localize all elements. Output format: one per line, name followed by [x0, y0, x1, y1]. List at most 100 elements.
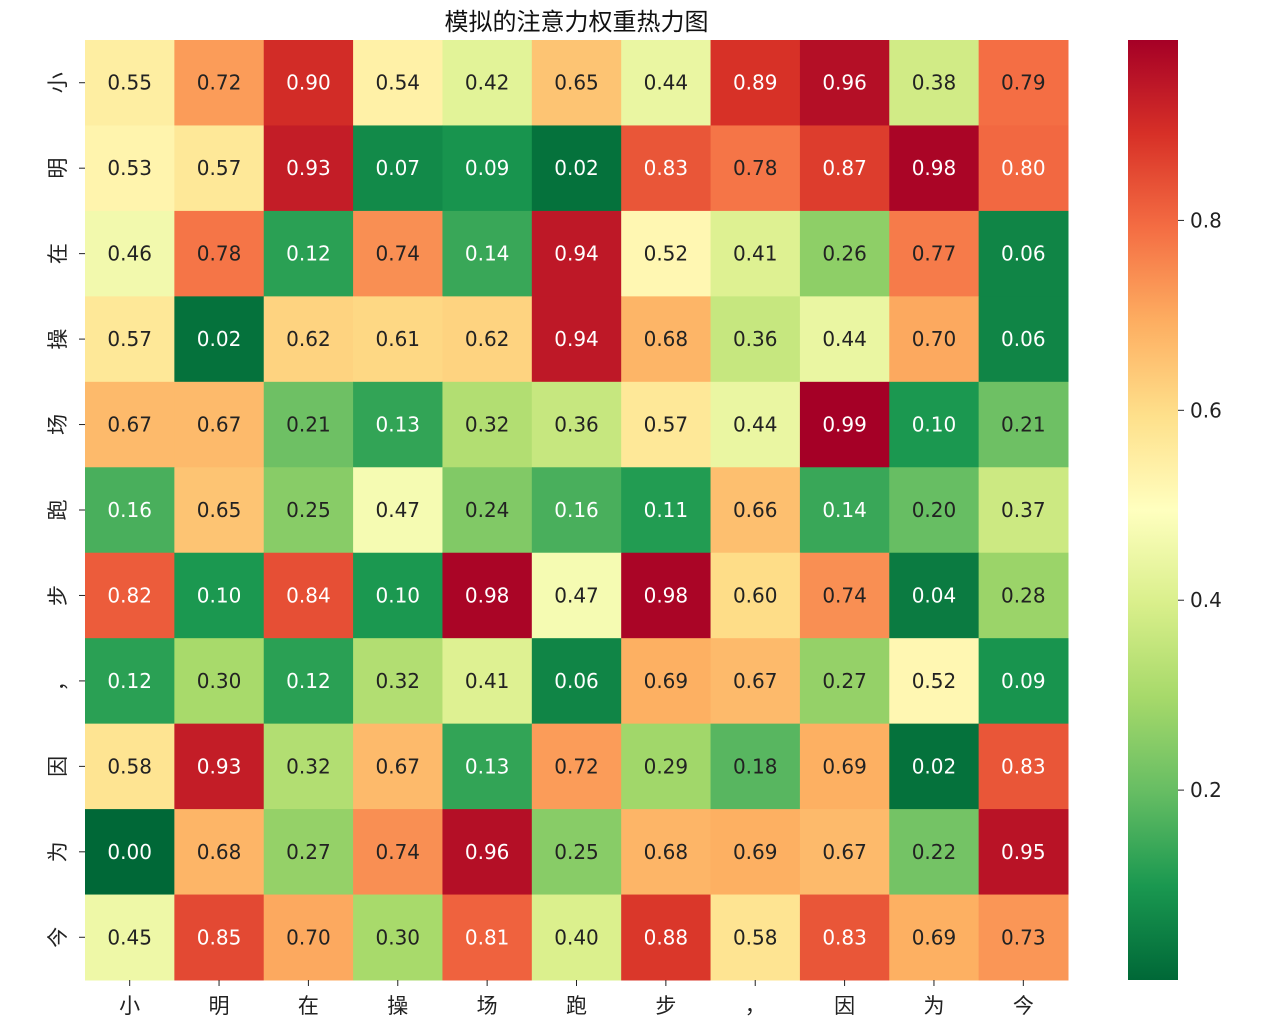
- cell-value-label: 0.09: [1001, 669, 1046, 693]
- cell-value-label: 0.93: [197, 754, 242, 778]
- cell-value-label: 0.16: [107, 498, 152, 522]
- heatmap-cell: [263, 40, 354, 126]
- heatmap-cell: [85, 552, 175, 639]
- heatmap-cell: [174, 809, 265, 896]
- cell-value-label: 0.09: [465, 156, 510, 180]
- chart-title: 模拟的注意力权重热力图: [444, 8, 709, 36]
- heatmap-cell: [710, 125, 801, 212]
- cell-value-label: 0.06: [1001, 327, 1046, 351]
- heatmap-cell: [531, 894, 622, 981]
- x-tick-label: 为: [923, 994, 944, 1018]
- heatmap-cell: [531, 296, 622, 383]
- cell-value-label: 0.82: [107, 583, 152, 607]
- cell-value-label: 0.46: [107, 242, 152, 266]
- heatmap-cell: [353, 809, 443, 896]
- cell-value-label: 0.10: [912, 413, 957, 437]
- x-tick-label: 步: [655, 994, 676, 1018]
- cell-value-label: 0.94: [554, 327, 599, 351]
- cell-value-label: 0.16: [554, 498, 599, 522]
- heatmap-cell: [442, 638, 533, 725]
- cell-value-label: 0.87: [822, 156, 867, 180]
- cell-value-label: 0.67: [733, 669, 778, 693]
- cell-value-label: 0.22: [912, 840, 957, 864]
- heatmap-cell: [978, 723, 1069, 810]
- cell-value-label: 0.80: [1001, 156, 1046, 180]
- heatmap-cell: [174, 894, 265, 981]
- cell-value-label: 0.57: [644, 413, 689, 437]
- heatmap-cell: [442, 40, 533, 126]
- heatmap-cell: [263, 210, 354, 297]
- heatmap-cell: [263, 809, 354, 896]
- cell-value-label: 0.95: [1001, 840, 1046, 864]
- heatmap-cell: [174, 296, 265, 383]
- heatmap-cell: [174, 210, 265, 297]
- heatmap-cell: [531, 638, 622, 725]
- heatmap-cell: [442, 894, 533, 981]
- heatmap-cell: [85, 210, 175, 297]
- heatmap-cell: [85, 296, 175, 383]
- heatmap-cell: [889, 125, 980, 212]
- heatmap-cell: [85, 381, 175, 468]
- cell-value-label: 0.68: [197, 840, 242, 864]
- cell-value-label: 0.21: [1001, 413, 1046, 437]
- cell-value-label: 0.29: [644, 754, 689, 778]
- heatmap-cell: [889, 638, 980, 725]
- cell-value-label: 0.44: [733, 413, 778, 437]
- heatmap-cell: [263, 296, 354, 383]
- heatmap-cell: [799, 467, 890, 554]
- cell-value-label: 0.72: [197, 71, 242, 95]
- heatmap-cell: [263, 552, 354, 639]
- heatmap-cell: [889, 809, 980, 896]
- x-tick-label: 今: [1013, 994, 1034, 1018]
- heatmap-cell: [799, 638, 890, 725]
- cell-value-label: 0.28: [1001, 583, 1046, 607]
- cell-value-label: 0.98: [912, 156, 957, 180]
- heatmap-cell: [442, 723, 533, 810]
- heatmap-cell: [85, 40, 175, 126]
- y-tick-label: 小: [46, 72, 70, 93]
- cell-value-label: 0.57: [197, 156, 242, 180]
- cell-value-label: 0.98: [465, 583, 510, 607]
- cell-value-label: 0.36: [733, 327, 778, 351]
- heatmap-cell: [353, 296, 443, 383]
- heatmap-cell: [710, 723, 801, 810]
- heatmap-cell: [174, 381, 265, 468]
- heatmap-cell: [263, 467, 354, 554]
- cell-value-label: 0.79: [1001, 71, 1046, 95]
- heatmap-cell: [85, 809, 175, 896]
- cell-value-label: 0.11: [644, 498, 689, 522]
- cell-value-label: 0.58: [733, 925, 778, 949]
- heatmap-cell: [353, 552, 443, 639]
- heatmap-cell: [621, 296, 712, 383]
- cell-value-label: 0.42: [465, 71, 510, 95]
- heatmap-cell: [85, 467, 175, 554]
- cell-value-label: 0.02: [912, 754, 957, 778]
- cell-value-label: 0.21: [286, 413, 331, 437]
- cell-value-label: 0.98: [644, 583, 689, 607]
- y-tick-label: 步: [46, 585, 70, 606]
- heatmap-cell: [353, 894, 443, 981]
- heatmap-cell: [799, 296, 890, 383]
- heatmap-cell: [621, 40, 712, 126]
- heatmap-cell: [85, 638, 175, 725]
- heatmap-cell: [442, 552, 533, 639]
- cell-value-label: 0.54: [376, 71, 421, 95]
- x-tick-label: ，: [745, 994, 766, 1018]
- heatmap-cell: [353, 125, 443, 212]
- heatmap-cell: [263, 638, 354, 725]
- cell-value-label: 0.88: [644, 925, 689, 949]
- cell-value-label: 0.85: [197, 925, 242, 949]
- cell-value-label: 0.44: [644, 71, 689, 95]
- cell-value-label: 0.65: [197, 498, 242, 522]
- cell-value-label: 0.18: [733, 754, 778, 778]
- cell-value-label: 0.70: [912, 327, 957, 351]
- x-tick-label: 操: [387, 994, 408, 1018]
- heatmap-cell: [442, 125, 533, 212]
- heatmap-cell: [85, 125, 175, 212]
- heatmap-cell: [710, 809, 801, 896]
- heatmap-cell: [889, 210, 980, 297]
- heatmap-cell: [710, 296, 801, 383]
- cell-value-label: 0.30: [197, 669, 242, 693]
- cell-value-label: 0.06: [554, 669, 599, 693]
- heatmap-cell: [799, 210, 890, 297]
